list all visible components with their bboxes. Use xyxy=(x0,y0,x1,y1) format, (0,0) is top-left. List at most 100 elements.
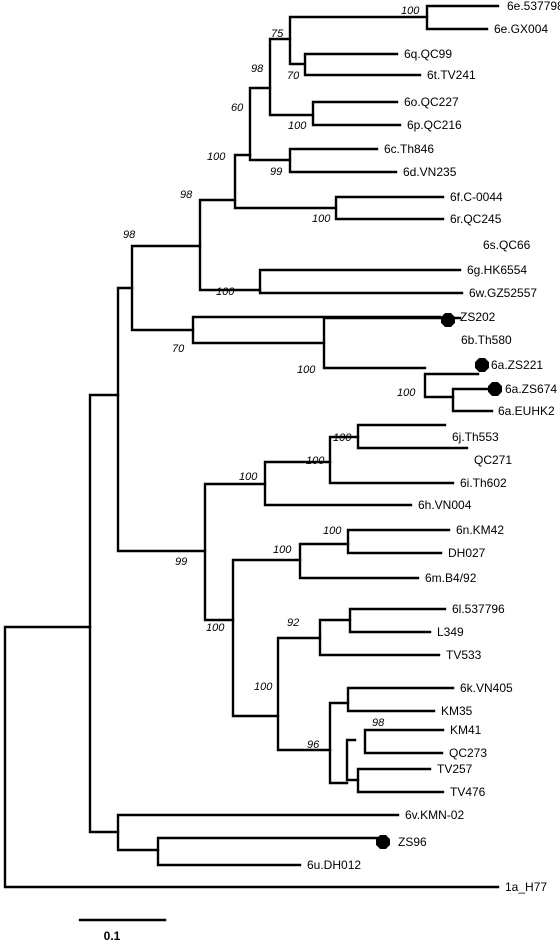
scale-bar-label: 0.1 xyxy=(104,929,121,943)
support-value: 100 xyxy=(216,286,235,298)
leaf-label: 6c.Th846 xyxy=(384,142,434,156)
leaf-label: 6m.B4/92 xyxy=(425,571,477,585)
support-labels: 100 75 70 98 100 60 99 100 100 98 98 100… xyxy=(123,5,420,751)
leaf-label: 6j.Th553 xyxy=(452,430,499,444)
branch-ingroup xyxy=(88,393,120,834)
leaf-label: 6k.VN405 xyxy=(460,681,513,695)
leaf-label: 6u.DH012 xyxy=(307,858,361,872)
support-value: 100 xyxy=(297,364,316,376)
octagon-marker-icon xyxy=(376,835,390,849)
branch-6q-clade xyxy=(303,52,422,77)
leaf-label: ZS96 xyxy=(398,835,427,849)
support-value: 100 xyxy=(401,5,420,17)
branch-6v-clade xyxy=(116,813,400,852)
support-value: 70 xyxy=(287,70,300,82)
study-sample-markers xyxy=(376,313,502,849)
support-value: 100 xyxy=(239,471,258,483)
leaf-label: 6a.ZS674 xyxy=(505,382,557,396)
branch-6e-clade xyxy=(425,4,500,31)
branch-6e-group xyxy=(233,153,338,210)
leaf-label: 6r.QC245 xyxy=(450,212,502,226)
branch-main-clade xyxy=(116,286,207,553)
branch-6c-group xyxy=(248,86,292,162)
leaf-label: 6v.KMN-02 xyxy=(405,808,464,822)
leaf-label: 6a.ZS221 xyxy=(491,358,543,372)
tree-branches xyxy=(3,4,500,922)
support-value: 100 xyxy=(207,151,226,163)
support-value: 100 xyxy=(333,432,352,444)
support-value: 100 xyxy=(323,525,342,537)
leaf-label: 6o.QC227 xyxy=(404,95,459,109)
support-value: 75 xyxy=(271,28,284,40)
branch-6i-clade xyxy=(328,435,455,485)
support-value: 100 xyxy=(312,213,331,225)
support-value: 100 xyxy=(273,544,292,556)
leaf-label: QC271 xyxy=(474,453,512,467)
branch-6a-6b-clade xyxy=(191,315,442,345)
leaf-label: ZS202 xyxy=(460,310,496,324)
support-value: 92 xyxy=(287,617,299,629)
leaf-label: 6d.VN235 xyxy=(403,165,457,179)
support-value: 70 xyxy=(172,343,185,355)
support-value: 100 xyxy=(254,681,273,693)
branch-6s-clade xyxy=(198,198,262,292)
leaf-label: 6f.C-0044 xyxy=(450,190,503,204)
leaf-label: 6a.EUHK2 xyxy=(498,404,555,418)
octagon-marker-icon xyxy=(441,313,455,327)
branch-6a-clade xyxy=(423,372,480,399)
support-value: 100 xyxy=(397,387,416,399)
leaf-label: 6e.537798 xyxy=(507,0,560,13)
branch-6f-clade xyxy=(334,195,445,221)
leaf-label: 6s.QC66 xyxy=(483,238,531,252)
branch-6j-clade xyxy=(356,423,469,450)
leaf-label: 1a_H77 xyxy=(505,880,547,894)
leaf-label: 6n.KM42 xyxy=(456,523,504,537)
support-value: 60 xyxy=(231,102,244,114)
support-value: 98 xyxy=(123,229,136,241)
branch-6l-clade xyxy=(318,618,441,657)
support-value: 99 xyxy=(270,166,282,178)
leaf-label: TV476 xyxy=(450,785,486,799)
branch-6h-clade xyxy=(263,460,413,507)
branch-6k-inner xyxy=(346,686,455,713)
branch-6c-clade xyxy=(288,147,398,174)
support-value: 100 xyxy=(306,455,325,467)
leaf-label: 6l.537796 xyxy=(452,602,505,616)
branch-6m-clade xyxy=(298,542,420,580)
support-value: 98 xyxy=(251,63,264,75)
branch-6k-6l-clade xyxy=(276,636,332,752)
leaf-label: 6p.QC216 xyxy=(407,118,462,132)
branch-tv-clade xyxy=(356,767,445,794)
leaf-label: 6q.QC99 xyxy=(404,47,452,61)
branch-6g-clade xyxy=(258,268,464,295)
branch-6l-inner xyxy=(348,607,447,634)
support-value: 100 xyxy=(206,622,225,634)
support-value: 99 xyxy=(175,556,187,568)
branch-upper-clade xyxy=(130,244,202,332)
leaf-label: 6w.GZ52557 xyxy=(469,286,537,300)
branch-6u-clade xyxy=(156,836,380,867)
support-value: 98 xyxy=(180,189,193,201)
leaf-label: 6b.Th580 xyxy=(461,333,512,347)
leaf-label: 6g.HK6554 xyxy=(467,263,527,277)
branch-6e-6q-clade xyxy=(288,15,429,66)
branch-lower-clade xyxy=(203,482,267,622)
support-value: 98 xyxy=(372,717,385,729)
leaf-label: TV257 xyxy=(437,762,473,776)
leaf-label: DH027 xyxy=(448,546,486,560)
branch-km41-inner xyxy=(363,728,445,755)
leaf-label: 6e.GX004 xyxy=(494,22,548,36)
branch-6k-clade xyxy=(328,701,350,785)
leaf-label: 6i.Th602 xyxy=(460,476,507,490)
branch-6n-clade xyxy=(346,528,451,555)
leaf-label: L349 xyxy=(437,625,464,639)
leaf-label: KM41 xyxy=(450,723,482,737)
branch-6q-group xyxy=(268,37,315,117)
leaf-labels: 6e.537798 6e.GX004 6q.QC99 6t.TV241 6o.Q… xyxy=(307,0,560,894)
octagon-marker-icon xyxy=(475,358,489,372)
support-value: 100 xyxy=(288,120,307,132)
leaf-label: 6t.TV241 xyxy=(427,68,476,82)
branch-km41-clade xyxy=(345,738,360,782)
leaf-label: QC273 xyxy=(449,746,487,760)
leaf-label: KM35 xyxy=(441,704,473,718)
